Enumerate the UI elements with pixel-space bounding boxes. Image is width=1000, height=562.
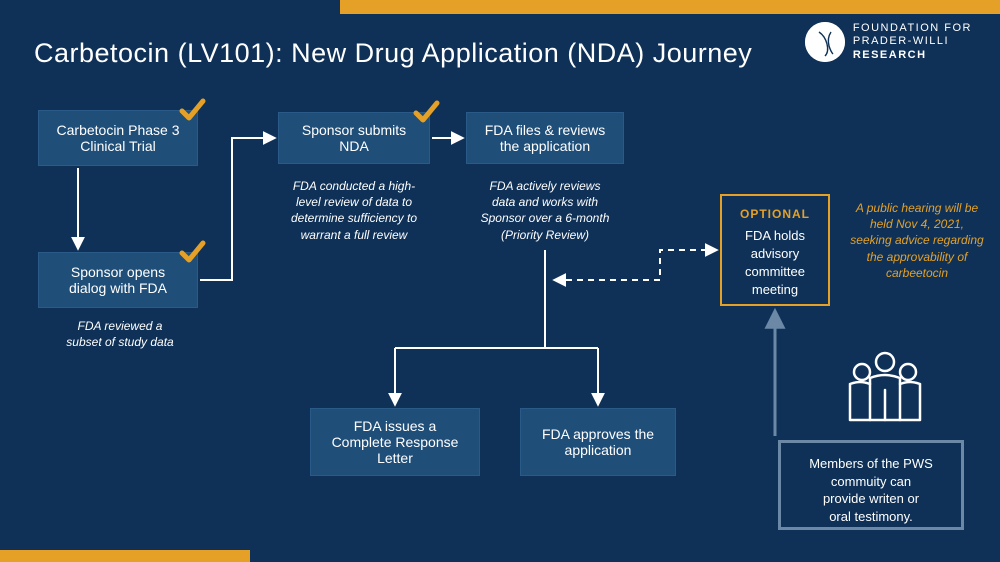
logo-line1: FOUNDATION FOR bbox=[853, 22, 972, 35]
node-files: FDA files & reviews the application bbox=[466, 112, 624, 164]
node-submit: Sponsor submits NDA bbox=[278, 112, 430, 164]
logo-text: FOUNDATION FOR PRADER-WILLI RESEARCH bbox=[853, 22, 972, 62]
top-accent-bar bbox=[340, 0, 1000, 14]
caption-files: FDA actively reviews data and works with… bbox=[462, 178, 628, 243]
logo: FOUNDATION FOR PRADER-WILLI RESEARCH bbox=[805, 22, 972, 62]
people-icon bbox=[840, 350, 930, 431]
node-crl: FDA issues a Complete Response Letter bbox=[310, 408, 480, 476]
bottom-accent-bar bbox=[0, 550, 250, 562]
checkmark-icon bbox=[178, 238, 206, 266]
checkmark-icon bbox=[412, 98, 440, 126]
node-phase3: Carbetocin Phase 3 Clinical Trial bbox=[38, 110, 198, 166]
hearing-note: A public hearing will be held Nov 4, 202… bbox=[842, 200, 992, 281]
node-approve: FDA approves the application bbox=[520, 408, 676, 476]
members-box: Members of the PWS commuity can provide … bbox=[778, 440, 964, 530]
optional-label: OPTIONAL bbox=[730, 206, 820, 223]
caption-submit: FDA conducted a high- level review of da… bbox=[272, 178, 436, 243]
optional-box: OPTIONAL FDA holds advisory committee me… bbox=[720, 194, 830, 306]
page-title: Carbetocin (LV101): New Drug Application… bbox=[34, 38, 752, 69]
logo-icon bbox=[805, 22, 845, 62]
logo-line2: PRADER-WILLI bbox=[853, 35, 972, 48]
caption-dialog: FDA reviewed a subset of study data bbox=[52, 318, 188, 350]
checkmark-icon bbox=[178, 96, 206, 124]
optional-text: FDA holds advisory committee meeting bbox=[745, 228, 805, 298]
node-dialog: Sponsor opens dialog with FDA bbox=[38, 252, 198, 308]
logo-line3: RESEARCH bbox=[853, 49, 972, 62]
